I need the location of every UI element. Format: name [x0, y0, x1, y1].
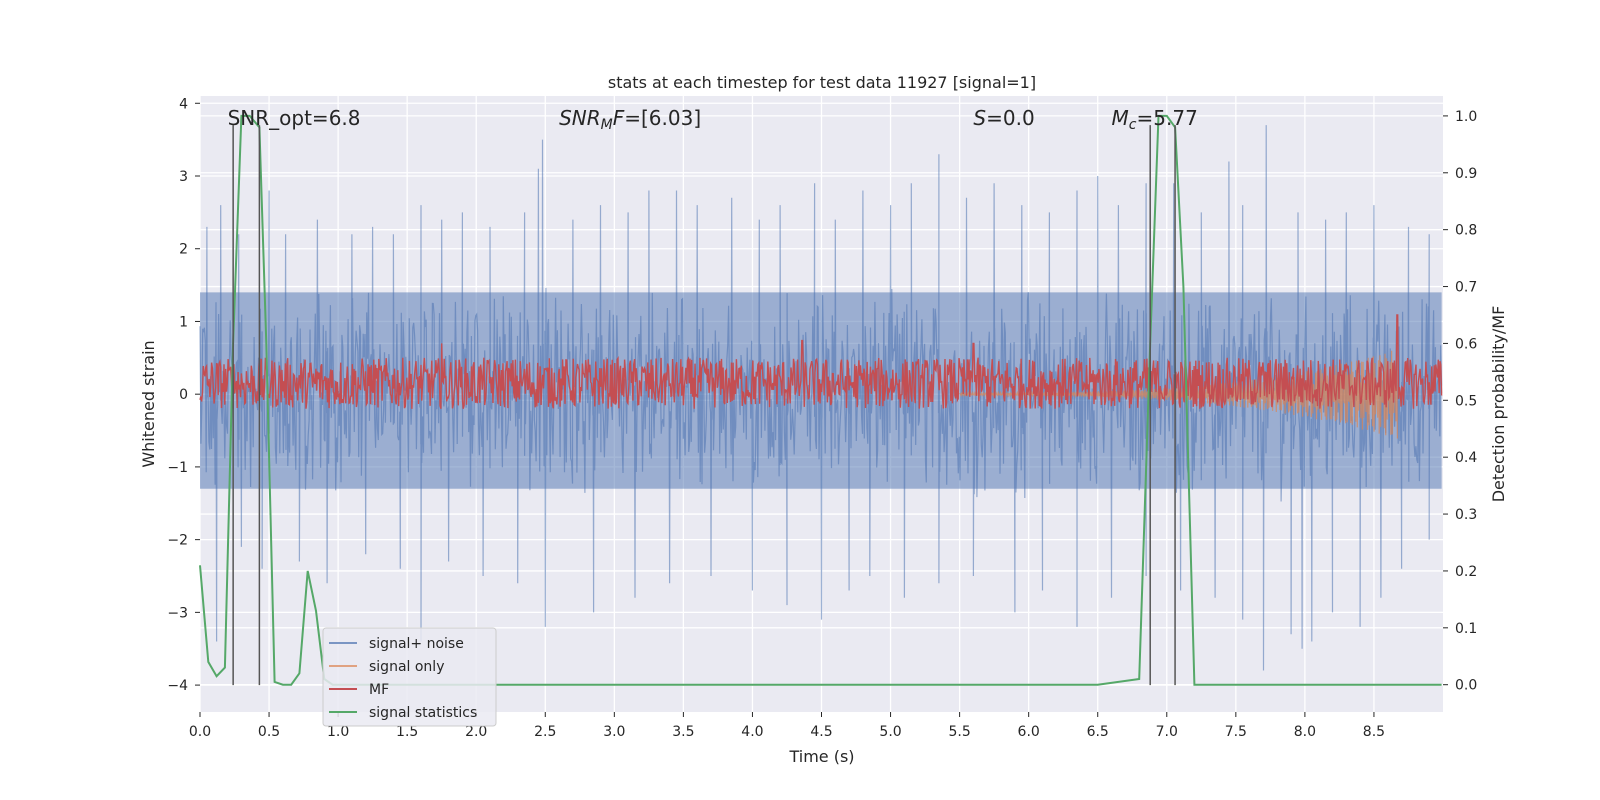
x-tick-label: 6.0: [1018, 724, 1040, 740]
y-tick-label-right: 0.4: [1455, 450, 1477, 466]
y-tick-label-right: 0.2: [1455, 564, 1477, 580]
legend-label: MF: [369, 682, 389, 698]
x-axis-label: Time (s): [788, 747, 854, 766]
x-tick-label: 0.5: [258, 724, 280, 740]
y-tick-label-left: −2: [167, 533, 188, 549]
y-tick-label-left: 2: [179, 242, 188, 258]
annotation-s: S=0.0: [973, 106, 1034, 130]
y-tick-label-left: 1: [179, 314, 188, 330]
y-tick-label-left: −1: [167, 460, 188, 476]
y-tick-label-right: 0.0: [1455, 678, 1477, 694]
legend-label: signal only: [369, 659, 444, 675]
y-tick-label-left: 4: [179, 96, 188, 112]
tick-labels: 0.0 0.5 1.0 1.5 2.0 2.5 3.0 3.5 4.0 4.5 5.0 5.5 6.0 6…: [167, 96, 1477, 740]
y-tick-label-right: 0.3: [1455, 507, 1477, 523]
annotation-mc: Mc=5.77: [1112, 106, 1198, 133]
x-tick-label: 1.0: [327, 724, 349, 740]
x-tick-label: 5.0: [879, 724, 901, 740]
x-tick-label: 8.0: [1294, 724, 1316, 740]
y-tick-label-right: 0.9: [1455, 166, 1477, 182]
y-tick-label-right: 0.5: [1455, 393, 1477, 409]
x-tick-label: 7.0: [1156, 724, 1178, 740]
vertical-lines: [232, 125, 1176, 686]
y-tick-label-right: 0.1: [1455, 621, 1477, 637]
legend: signal+ noise signal only MF signal statist…: [322, 627, 497, 727]
x-tick-label: 2.5: [534, 724, 556, 740]
x-tick-label: 3.5: [672, 724, 694, 740]
y-tick-label-right: 0.8: [1455, 223, 1477, 239]
mf-line: [199, 314, 1443, 410]
x-tick-label: 0.0: [189, 724, 211, 740]
y-tick-label-right: 1.0: [1455, 109, 1477, 125]
signal-noise-line: [199, 125, 1443, 671]
y-axis-label-left: Whitened strain: [139, 340, 158, 467]
y-tick-label-left: −3: [167, 605, 188, 621]
x-tick-label: 3.0: [603, 724, 625, 740]
legend-label: signal statistics: [369, 705, 477, 721]
legend-label: signal+ noise: [369, 636, 464, 652]
signal-statistics-line: [199, 114, 1442, 686]
x-tick-label: 7.5: [1225, 724, 1247, 740]
x-tick-label: 8.5: [1363, 724, 1385, 740]
data-layer: [199, 114, 1443, 686]
y-tick-label-right: 0.6: [1455, 336, 1477, 352]
y-axis-label-right: Detection probability/MF: [1489, 306, 1508, 503]
annotations: SNR_opt=6.8 SNRMF=[6.03] S=0.0 Mc=5.77: [228, 106, 1198, 133]
x-tick-label: 2.0: [465, 724, 487, 740]
x-tick-label: 6.5: [1087, 724, 1109, 740]
y-tick-label-right: 0.7: [1455, 280, 1477, 296]
legend-box: [322, 627, 497, 727]
y-tick-label-left: −4: [167, 678, 188, 694]
y-tick-label-left: 3: [179, 169, 188, 185]
x-tick-label: 4.5: [810, 724, 832, 740]
annotation-snr-opt: SNR_opt=6.8: [228, 106, 361, 130]
x-tick-label: 1.5: [396, 724, 418, 740]
annotation-snr-mf: SNRMF=[6.03]: [559, 106, 701, 133]
y-tick-label-left: 0: [179, 387, 188, 403]
x-tick-label: 5.5: [948, 724, 970, 740]
x-tick-label: 4.0: [741, 724, 763, 740]
chart-title: stats at each timestep for test data 119…: [608, 73, 1036, 92]
